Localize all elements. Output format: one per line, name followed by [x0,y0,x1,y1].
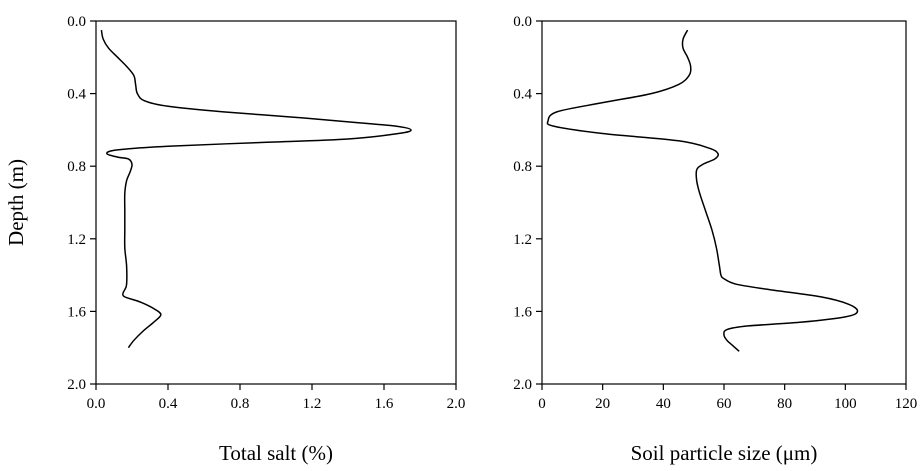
x-axis-title: Soil particle size (μm) [631,441,818,465]
y-tick-label: 0.0 [513,14,532,30]
x-tick-label: 1.2 [303,396,322,412]
x-axis-title: Total salt (%) [219,441,333,465]
y-tick-label: 2.0 [67,377,86,393]
y-tick-label: 0.8 [67,159,86,175]
plot-frame [95,20,457,385]
y-tick-label: 1.6 [513,304,532,320]
x-tick-label: 0.0 [87,396,106,412]
series-line-0 [100,29,412,349]
y-axis-title: Depth (m) [4,159,28,246]
x-tick-label: 40 [656,396,671,412]
y-tick-label: 2.0 [513,377,532,393]
y-tick-label: 0.4 [67,87,86,103]
x-tick-label: 0.8 [231,396,250,412]
x-tick-label: 100 [834,396,857,412]
x-tick-label: 20 [595,396,610,412]
x-tick-label: 120 [895,396,918,412]
x-tick-label: 80 [777,396,792,412]
x-tick-label: 0.4 [159,396,178,412]
series-line-0 [546,29,859,352]
y-tick-label: 1.2 [513,232,532,248]
total-salt-panel: 0.0 0.4 0.8 1.2 1.6 2.00.00.40.81.21.62.0Tota… [4,14,465,465]
y-tick-label: 1.6 [67,304,86,320]
plot-frame [541,20,907,385]
x-tick-label: 1.6 [375,396,394,412]
y-tick-label: 0.4 [513,87,532,103]
x-tick-label: 2.0 [447,396,466,412]
y-tick-label: 0.8 [513,159,532,175]
y-tick-label: 1.2 [67,232,86,248]
particle-size-panel: 0 20 40 60 80 100 120 0.0 0.4 0.8 1.2 1.6 2.0 Soil pa… [513,14,917,465]
x-tick-label: 60 [717,396,732,412]
x-tick-label: 0 [538,396,546,412]
y-tick-label: 0.0 [67,14,86,30]
